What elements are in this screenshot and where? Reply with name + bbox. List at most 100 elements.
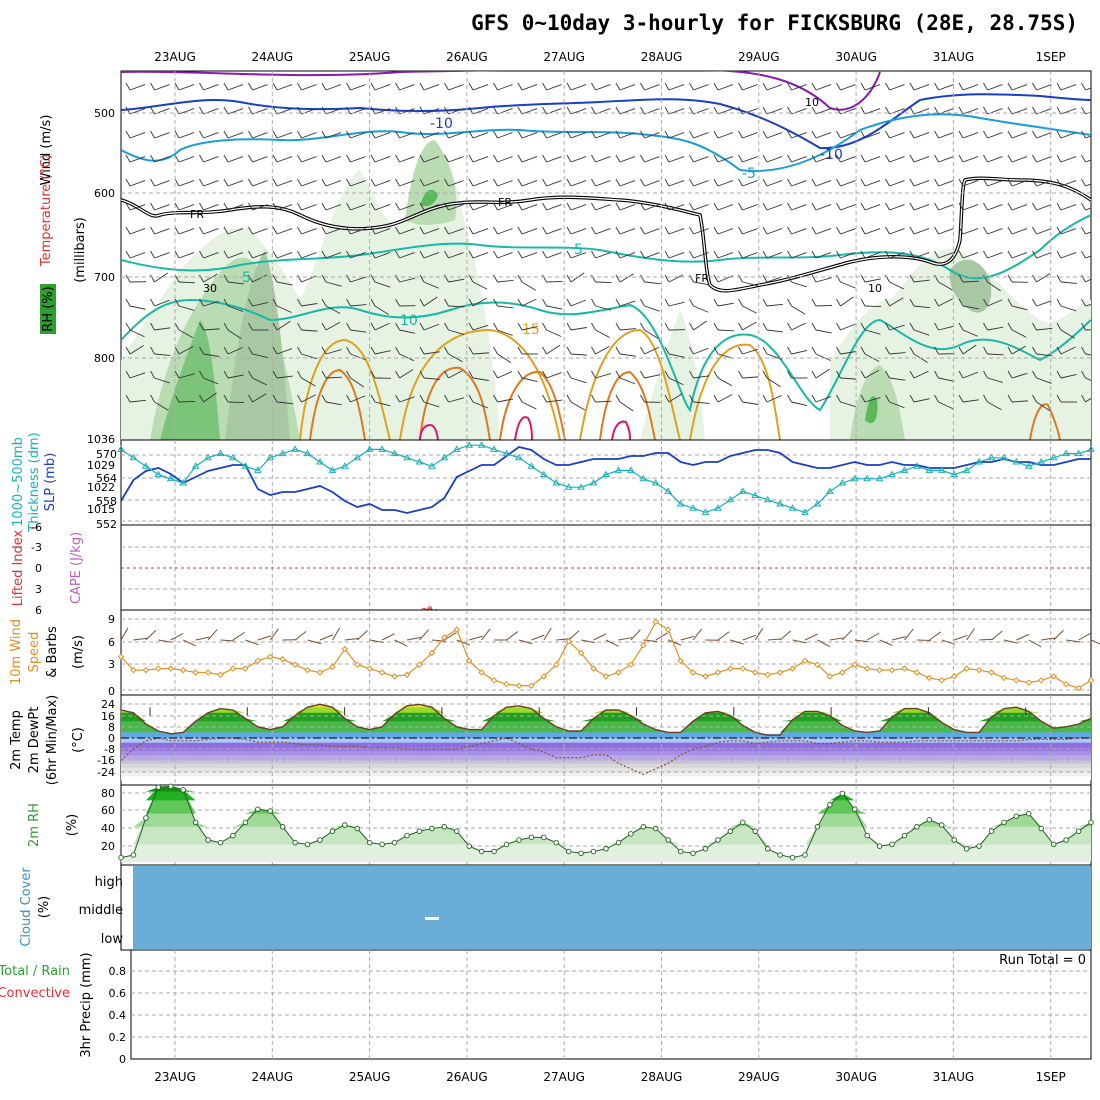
wind-barb-flag bbox=[444, 178, 449, 187]
wind-barb bbox=[1036, 401, 1051, 412]
date-label-top: 27AUG bbox=[543, 50, 585, 64]
wind-barb-flag bbox=[909, 226, 915, 235]
contour-15c bbox=[579, 328, 681, 440]
wind-barb-flag bbox=[811, 370, 817, 379]
wind-barb-flag bbox=[1007, 250, 1013, 259]
wind-barb bbox=[301, 377, 316, 387]
wind-barb bbox=[1036, 84, 1052, 91]
rh-point bbox=[1001, 819, 1007, 826]
wind-barb bbox=[742, 204, 758, 211]
wind-speed-point bbox=[217, 671, 224, 679]
wind-speed-point bbox=[267, 653, 274, 661]
wind-barb-flag bbox=[370, 178, 376, 187]
wind-barb bbox=[182, 639, 197, 647]
ylabel-2m-temp: 2m Temp bbox=[9, 710, 24, 770]
wind-barb-flag bbox=[297, 130, 302, 139]
rh-point bbox=[864, 832, 870, 839]
wind-barb bbox=[518, 639, 533, 645]
wind-barb bbox=[929, 631, 942, 641]
wind-barb bbox=[448, 156, 464, 163]
wind-barb bbox=[938, 228, 954, 235]
wind-barb-flag bbox=[419, 82, 425, 91]
date-label-bottom: 28AUG bbox=[641, 1070, 683, 1084]
wind-barb-flag bbox=[615, 226, 621, 235]
ylabel-thickness-1: 1000~500mb bbox=[11, 437, 26, 527]
wind-barb bbox=[570, 108, 587, 115]
date-label-top: 29AUG bbox=[738, 50, 780, 64]
wind-barb bbox=[668, 252, 685, 259]
wind-speed-point bbox=[876, 666, 883, 674]
wind-barb bbox=[276, 320, 291, 331]
wind-barb bbox=[570, 204, 587, 211]
wind-barb-flag bbox=[738, 154, 743, 163]
wind-barb-flag bbox=[909, 82, 915, 91]
wind-barb-flag bbox=[983, 178, 988, 187]
rh-fill-layer bbox=[121, 786, 1091, 814]
wind-barb-flag bbox=[738, 178, 743, 187]
rh-area-top1 bbox=[405, 140, 457, 225]
wind-barb bbox=[913, 370, 929, 379]
wind-barb bbox=[448, 228, 464, 235]
wind-barb bbox=[252, 204, 268, 211]
wind-barb-flag bbox=[689, 154, 694, 163]
wind-barb bbox=[815, 396, 832, 403]
ytick-label: 1029 bbox=[87, 459, 115, 472]
wind-barb-flag bbox=[909, 154, 915, 163]
wind-barb-flag bbox=[934, 82, 939, 91]
thickness-point bbox=[738, 487, 747, 494]
wind-barb bbox=[864, 329, 881, 335]
thickness-point bbox=[166, 474, 175, 482]
ylabel-cloud-units: (%) bbox=[37, 896, 52, 919]
wind-barb-flag bbox=[493, 130, 498, 139]
wind-grid bbox=[121, 610, 1091, 695]
wind-barb-flag bbox=[909, 130, 915, 139]
rh-fill-layer bbox=[121, 786, 1091, 845]
rh-point bbox=[267, 808, 273, 814]
wind-barb bbox=[1036, 300, 1052, 307]
wind-barb-flag bbox=[738, 130, 743, 139]
ylabel-slp: SLP (mb) bbox=[43, 453, 58, 512]
wind-barb bbox=[864, 369, 880, 379]
wind-barbs-10m bbox=[120, 627, 1100, 648]
wind-barb bbox=[693, 401, 710, 404]
wind-barb-flag bbox=[983, 226, 988, 235]
wind-barb bbox=[987, 326, 1004, 331]
thickness-point bbox=[1024, 462, 1033, 469]
wind-barb-flag bbox=[811, 130, 817, 139]
wind-barb-flag bbox=[346, 178, 351, 187]
wind-barb bbox=[276, 305, 292, 313]
pressure-right-ticks: 1036 1029 1022 1015 1008 bbox=[87, 433, 115, 516]
wind-barb bbox=[546, 252, 562, 259]
wind-barb bbox=[595, 400, 612, 403]
rh-point bbox=[628, 831, 634, 837]
cloud-gap-mark bbox=[425, 917, 439, 920]
wind-speed-point bbox=[428, 649, 436, 657]
thickness-point bbox=[589, 479, 598, 486]
wind-barb-flag bbox=[444, 226, 449, 235]
wind-barb bbox=[154, 204, 170, 211]
wind-barb bbox=[693, 156, 709, 163]
wind-barb-flag bbox=[1056, 346, 1062, 355]
wind-barb bbox=[1085, 255, 1091, 259]
wind-speed-point bbox=[1038, 677, 1045, 684]
wind-barb-flag bbox=[860, 346, 866, 355]
wind-barb-flag bbox=[787, 298, 792, 307]
wind-barb-flag bbox=[983, 274, 988, 283]
wind-barb bbox=[962, 329, 978, 337]
ylabel-10m-wind: 10m Wind bbox=[9, 619, 24, 685]
wind-barb bbox=[966, 628, 975, 641]
thickness-point bbox=[129, 453, 138, 461]
wind-barb bbox=[717, 204, 734, 211]
wind-barb bbox=[394, 639, 408, 647]
wind-barb bbox=[954, 634, 968, 641]
wind-barb-flag bbox=[836, 274, 841, 283]
wind-speed-point bbox=[664, 626, 672, 633]
wind-speed-point bbox=[453, 626, 460, 633]
rh-area-right2 bbox=[850, 365, 905, 440]
temperature-panel: 24 16 8 0 -8 -16 -24 2m Temp 2m DewPt (6… bbox=[9, 694, 1092, 786]
contour-25b bbox=[514, 416, 533, 440]
wind-barb-flag bbox=[958, 322, 964, 331]
thickness-point bbox=[415, 458, 424, 465]
date-label-top: 24AUG bbox=[252, 50, 294, 64]
wind-barb-flag bbox=[321, 322, 327, 331]
